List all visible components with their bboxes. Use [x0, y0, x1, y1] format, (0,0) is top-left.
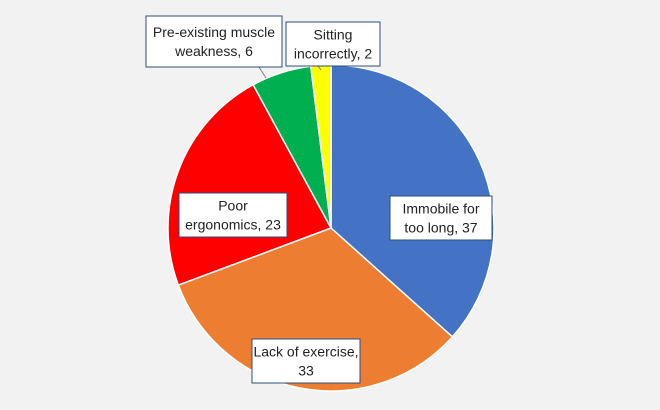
data-label-box: [145, 15, 283, 68]
data-label-poor-ergonomics: Poor ergonomics, 23: [178, 192, 288, 238]
data-label-box: [178, 192, 288, 238]
data-label-box: [251, 338, 361, 384]
leader-lines: [258, 65, 322, 79]
data-label-lack-of-exercise: Lack of exercise, 33: [251, 338, 361, 384]
data-label-sitting-incorrectly: Sitting incorrectly, 2: [285, 21, 381, 67]
data-label-box: [285, 21, 381, 67]
data-label-text: ergonomics, 23: [185, 217, 281, 233]
pie-slice-lack-of-exercise: [177, 227, 454, 392]
data-label-text: incorrectly, 2: [294, 46, 373, 62]
data-label-text: Lack of exercise,: [253, 344, 358, 360]
data-label-text: 33: [298, 363, 314, 379]
data-label-text: Sitting: [314, 27, 353, 43]
leader-line-sitting-incorrectly: [317, 65, 322, 71]
leader-line-pre-existing-muscle-weakness: [258, 66, 267, 79]
data-label-text: Immobile for: [402, 201, 479, 217]
data-label-text: too long, 37: [404, 220, 477, 236]
data-label-pre-existing-muscle-weakness: Pre-existing muscle weakness, 6: [145, 15, 283, 68]
data-label-immobile-for-too-long: Immobile for too long, 37: [389, 195, 493, 241]
data-label-text: Poor: [218, 198, 248, 214]
data-label-text: weakness, 6: [174, 43, 253, 59]
data-label-text: Pre-existing muscle: [153, 24, 275, 40]
data-labels: Immobile for too long, 37 Lack of exercise…: [145, 15, 493, 384]
data-label-box: [389, 195, 493, 241]
